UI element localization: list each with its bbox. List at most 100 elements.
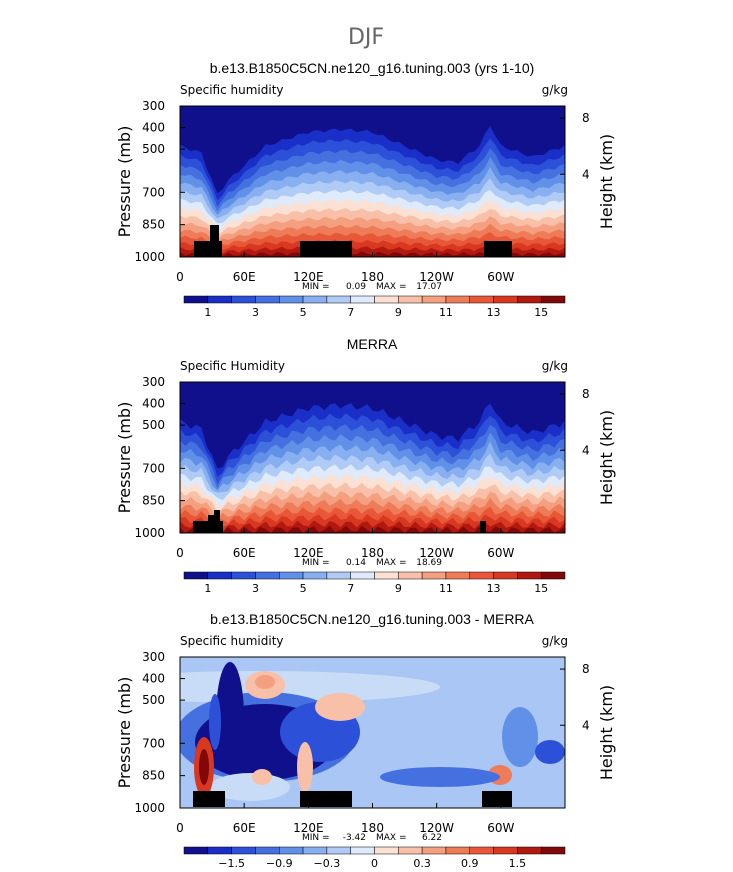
y-axis-label: Pressure (mb) [115, 402, 134, 514]
x-tick-label: 0 [176, 546, 184, 560]
topography [484, 241, 512, 257]
colorbar-box [350, 846, 375, 855]
colorbar-box [302, 846, 328, 855]
colorbar-box [517, 571, 542, 580]
contour-band [315, 693, 365, 721]
colorbar-tick-label: 11 [439, 582, 453, 595]
colorbar-box [469, 295, 494, 304]
x-tick-label: 60E [233, 546, 256, 560]
panel-title: MERRA [347, 336, 398, 352]
panel: b.e13.B1850C5CN.ne120_g16.tuning.003 - M… [115, 611, 616, 870]
x-tick-label: 120E [293, 821, 324, 835]
contour-band [180, 525, 565, 533]
y-tick-label: 700 [142, 736, 165, 750]
colorbar-box [183, 571, 209, 580]
colorbar-box [255, 846, 280, 855]
colorbar-box [374, 571, 399, 580]
colorbar-box [540, 571, 566, 580]
colorbar-box [469, 571, 494, 580]
colorbar-box [326, 295, 351, 304]
colorbar-tick-label: 11 [439, 306, 453, 319]
colorbar-tick-label: 0.9 [461, 857, 479, 870]
contour-field [180, 382, 565, 533]
contour-band [297, 742, 313, 792]
stat-value: 0.09 [346, 282, 366, 292]
y2-axis-label: Height (km) [597, 134, 616, 229]
y-tick-label: 500 [142, 693, 165, 707]
colorbar-box [350, 295, 375, 304]
y-tick-label: 300 [142, 375, 165, 389]
y-tick-label: 850 [142, 769, 165, 783]
colorbar-box [493, 846, 518, 855]
contour-band [502, 707, 538, 767]
colorbar-box [493, 571, 518, 580]
y-tick-label: 300 [142, 99, 165, 113]
topography [300, 241, 352, 257]
contour-band [199, 749, 209, 785]
colorbar-box [493, 295, 518, 304]
x-tick-label: 60E [233, 821, 256, 835]
colorbar-tick-label: 15 [534, 582, 548, 595]
colorbar-box [517, 846, 542, 855]
stat-label: MIN = [302, 833, 330, 843]
right-label: g/kg [542, 359, 568, 373]
figure-title: DJF [348, 25, 384, 50]
y-tick-label: 400 [142, 672, 165, 686]
left-label: Specific Humidity [180, 359, 285, 373]
colorbar-tick-label: 13 [487, 582, 501, 595]
y-tick-label: 700 [142, 185, 165, 199]
colorbar-box [183, 846, 209, 855]
colorbar-box [231, 846, 256, 855]
colorbar-box [350, 571, 375, 580]
y-tick-label: 400 [142, 121, 165, 135]
colorbar-box [421, 571, 447, 580]
x-tick-label: 0 [176, 821, 184, 835]
contour-band [216, 662, 244, 772]
colorbar-box [279, 846, 304, 855]
stat-value: 6.22 [422, 833, 442, 843]
topography [482, 791, 512, 807]
stat-value: 17.07 [416, 282, 442, 292]
stat-label: MAX = [376, 282, 407, 292]
colorbar-box [326, 571, 351, 580]
stat-label: MIN = [302, 282, 330, 292]
topography [194, 241, 222, 257]
stat-value: 18.69 [416, 558, 442, 568]
colorbar-box [398, 846, 423, 855]
contour-band [209, 694, 221, 750]
contour-field [180, 106, 565, 257]
colorbar-tick-label: −0.3 [314, 857, 341, 870]
colorbar-box [445, 295, 470, 304]
x-tick-label: 120W [419, 821, 454, 835]
y-tick-label: 1000 [134, 250, 165, 264]
x-tick-label: 180 [361, 821, 384, 835]
x-tick-label: 120W [419, 270, 454, 284]
y2-tick-label: 8 [582, 662, 590, 676]
stat-label: MAX = [376, 558, 407, 568]
colorbar-tick-label: 7 [347, 306, 354, 319]
colorbar-box [374, 846, 399, 855]
y2-tick-label: 8 [582, 387, 590, 401]
right-label: g/kg [542, 634, 568, 648]
colorbar-box [207, 846, 232, 855]
panel-title: b.e13.B1850C5CN.ne120_g16.tuning.003 (yr… [210, 60, 535, 76]
x-tick-label: 180 [361, 270, 384, 284]
colorbar-tick-label: −0.9 [266, 857, 293, 870]
colorbar-tick-label: 15 [534, 306, 548, 319]
contour-band [252, 769, 272, 785]
topography [208, 515, 216, 521]
topography [300, 791, 352, 807]
y-tick-label: 300 [142, 650, 165, 664]
x-tick-label: 0 [176, 270, 184, 284]
topography [210, 225, 219, 241]
x-tick-label: 60W [487, 546, 514, 560]
y-tick-label: 400 [142, 397, 165, 411]
colorbar-box [421, 846, 447, 855]
colorbar-tick-label: 5 [300, 306, 307, 319]
colorbar-tick-label: 3 [252, 306, 259, 319]
y2-tick-label: 4 [582, 718, 590, 732]
contour-band [380, 767, 500, 787]
colorbar-box [445, 846, 470, 855]
